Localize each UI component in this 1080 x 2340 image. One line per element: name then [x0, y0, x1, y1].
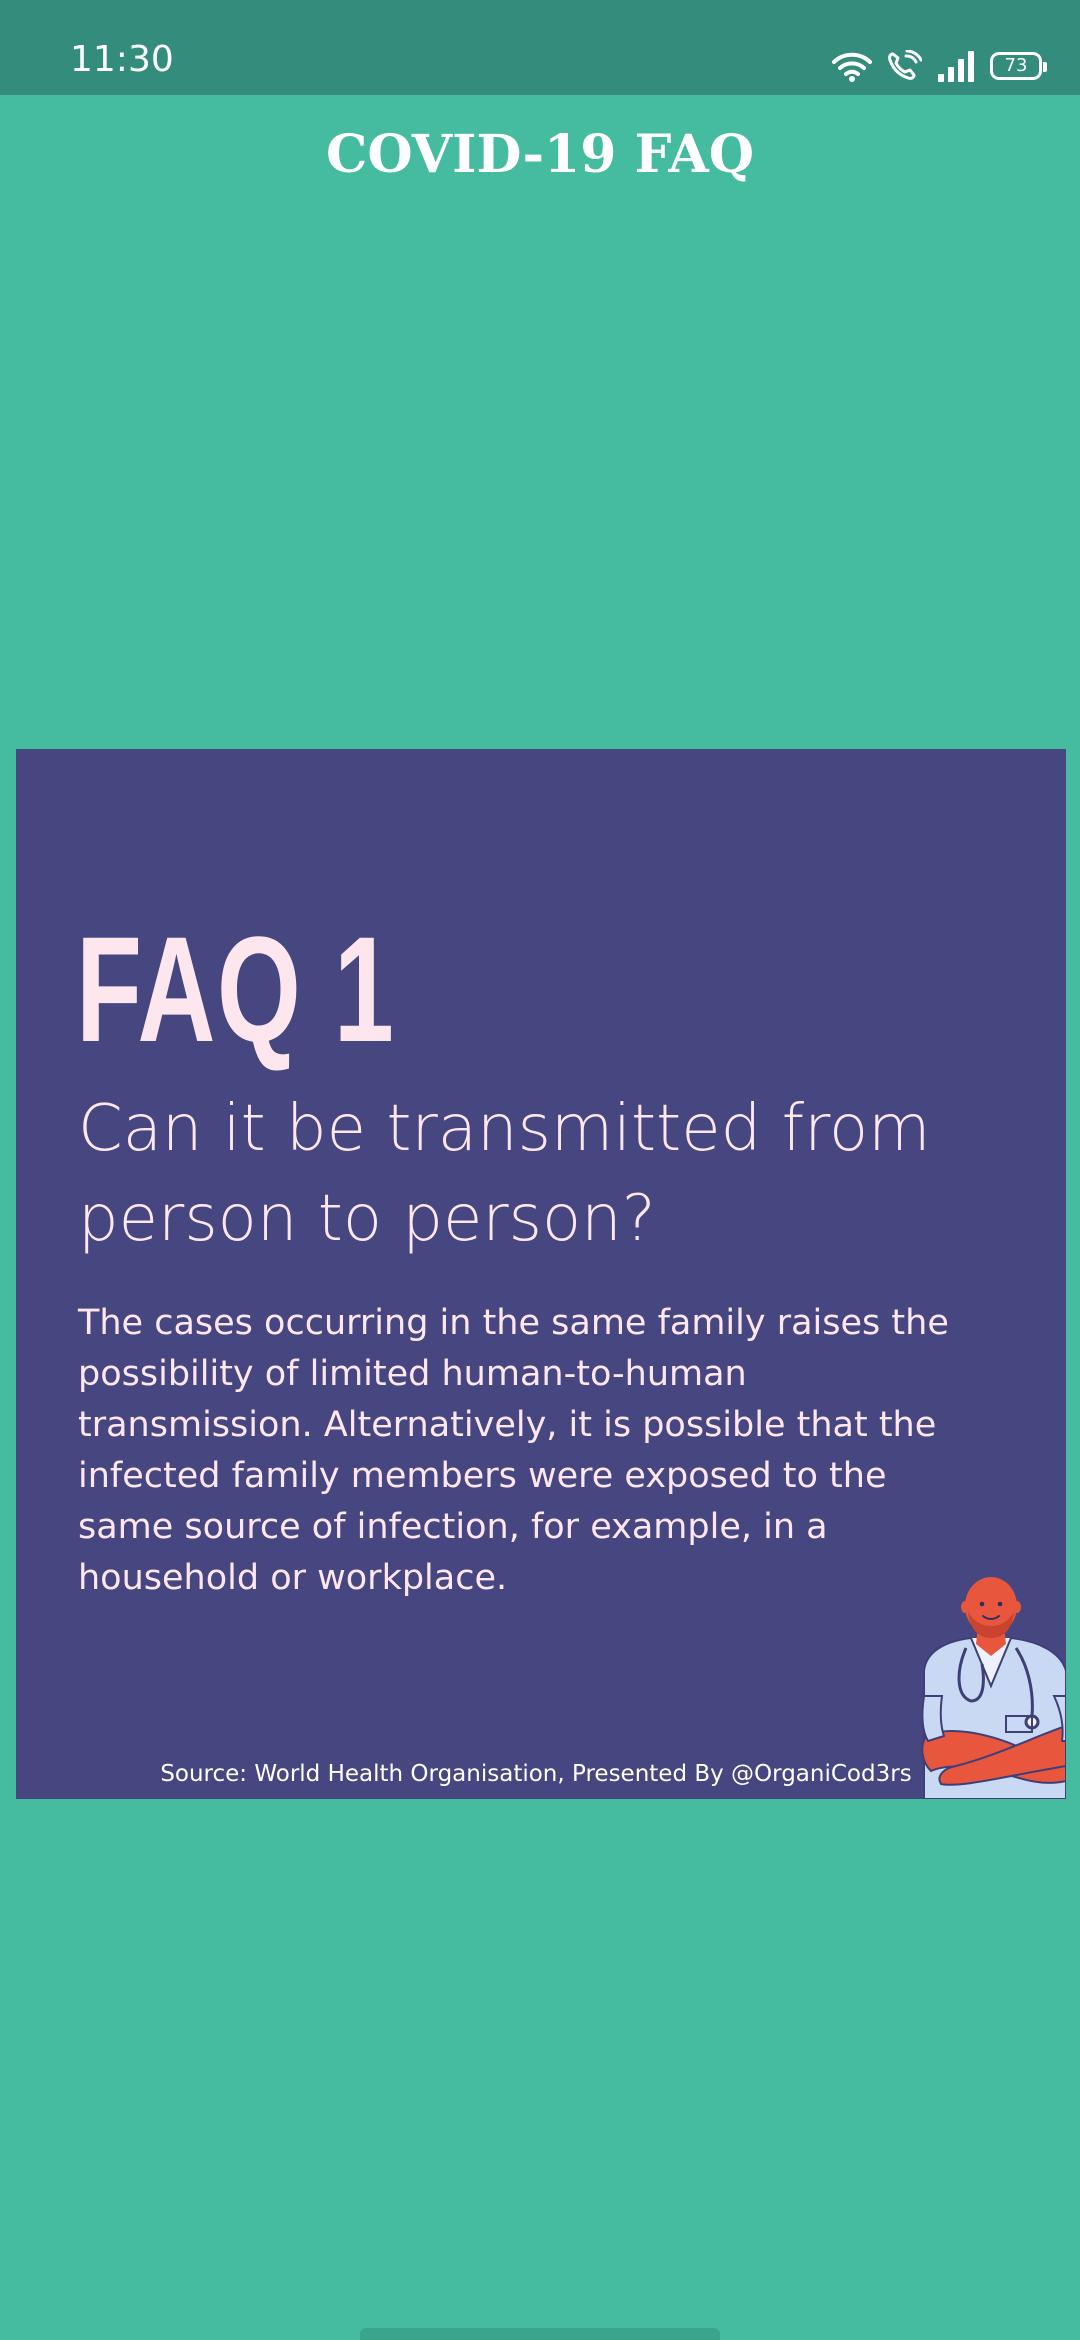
- faq-heading: FAQ 1: [76, 905, 396, 1073]
- faq-question: Can it be transmitted from person to per…: [78, 1092, 931, 1256]
- battery-level: 73: [1004, 55, 1028, 76]
- doctor-illustration: [921, 1577, 1066, 1799]
- status-time: 11:30: [70, 39, 174, 80]
- wifi-calling-icon: [886, 50, 922, 82]
- wifi-icon: [832, 50, 872, 82]
- faq-source: Source: World Health Organisation, Prese…: [160, 1761, 912, 1787]
- faq-answer: The cases occurring in the same family r…: [78, 1303, 949, 1598]
- faq-card: FAQ 1 Can it be transmitted from person …: [16, 749, 1066, 1799]
- status-bar: 11:30 73: [0, 0, 1080, 95]
- status-icons: 73: [832, 46, 1047, 86]
- page-title: COVID-19 FAQ: [325, 124, 755, 185]
- signal-icon: [936, 50, 976, 82]
- battery-icon: 73: [990, 52, 1047, 80]
- home-indicator[interactable]: [360, 2328, 720, 2340]
